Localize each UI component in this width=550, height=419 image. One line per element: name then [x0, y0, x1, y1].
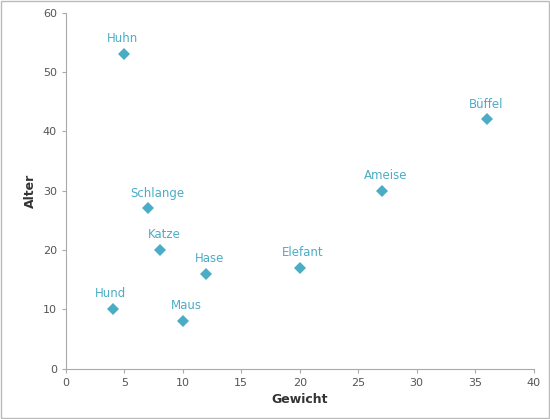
- X-axis label: Gewicht: Gewicht: [272, 393, 328, 406]
- Text: Hase: Hase: [195, 252, 224, 265]
- Text: Elefant: Elefant: [282, 246, 324, 259]
- Text: Maus: Maus: [171, 299, 202, 312]
- Y-axis label: Alter: Alter: [24, 173, 37, 208]
- Text: Katze: Katze: [148, 228, 181, 241]
- Text: Schlange: Schlange: [130, 186, 184, 199]
- Text: Büffel: Büffel: [469, 98, 504, 111]
- Text: Huhn: Huhn: [107, 32, 138, 45]
- Text: Ameise: Ameise: [364, 169, 408, 182]
- Text: Hund: Hund: [95, 287, 126, 300]
